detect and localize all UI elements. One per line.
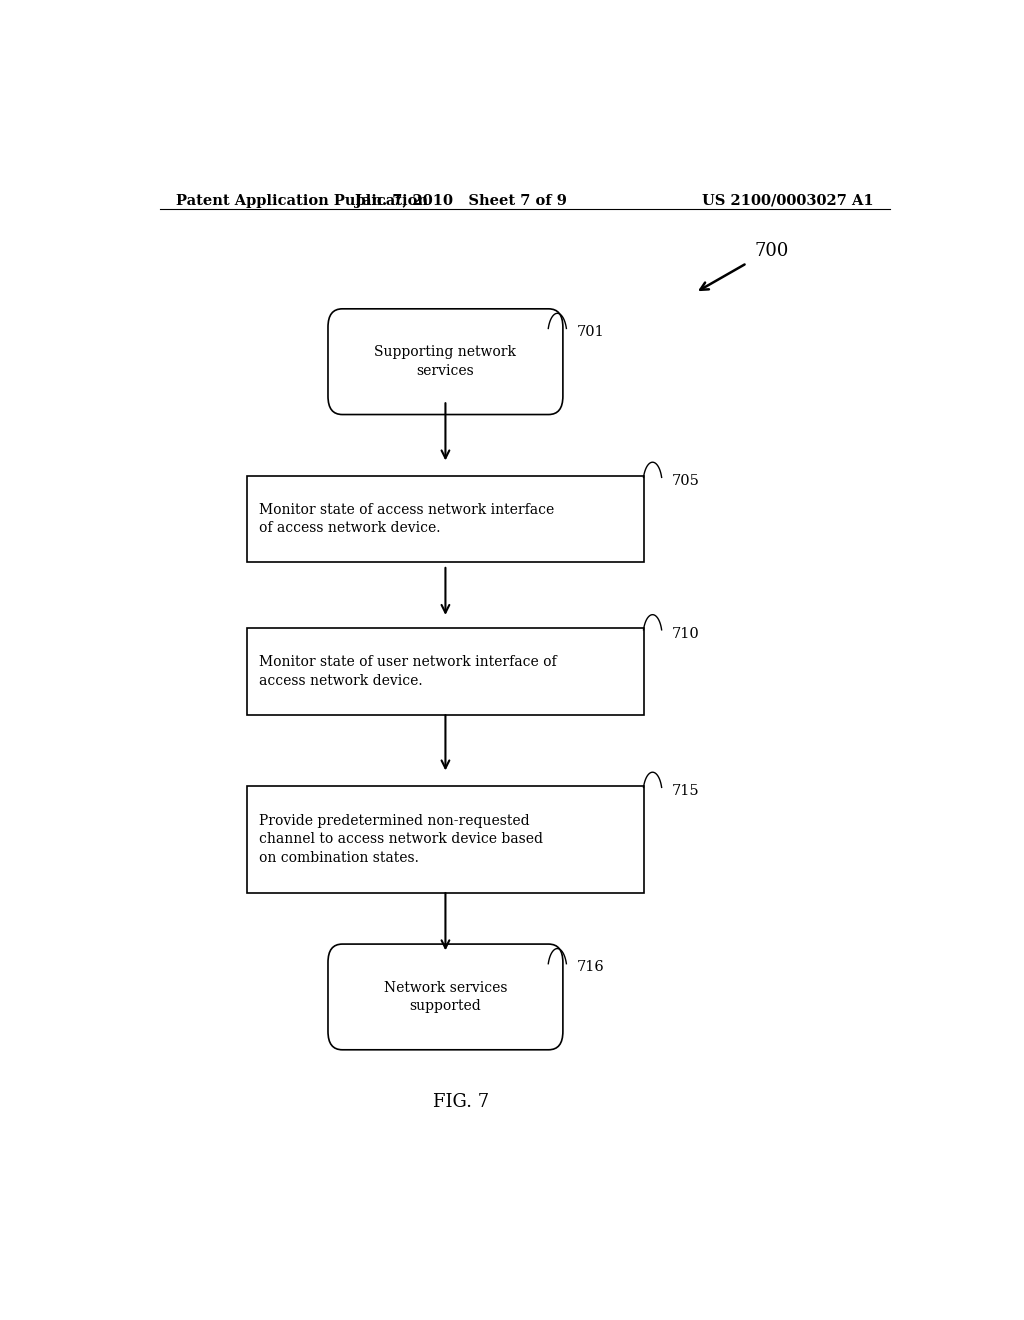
Text: Patent Application Publication: Patent Application Publication — [176, 194, 428, 209]
Text: Network services
supported: Network services supported — [384, 981, 507, 1014]
Text: 710: 710 — [672, 627, 699, 640]
Text: 705: 705 — [672, 474, 699, 488]
Text: 716: 716 — [577, 961, 604, 974]
FancyBboxPatch shape — [247, 628, 644, 715]
Text: 715: 715 — [672, 784, 699, 799]
Text: 701: 701 — [577, 325, 604, 339]
Text: Supporting network
services: Supporting network services — [375, 346, 516, 378]
FancyBboxPatch shape — [247, 477, 644, 562]
Text: Monitor state of access network interface
of access network device.: Monitor state of access network interfac… — [259, 503, 554, 536]
Text: US 2100/0003027 A1: US 2100/0003027 A1 — [702, 194, 873, 209]
Text: Jan. 7, 2010   Sheet 7 of 9: Jan. 7, 2010 Sheet 7 of 9 — [355, 194, 567, 209]
Text: Monitor state of user network interface of
access network device.: Monitor state of user network interface … — [259, 656, 557, 688]
Text: FIG. 7: FIG. 7 — [433, 1093, 489, 1110]
Text: Provide predetermined non-requested
channel to access network device based
on co: Provide predetermined non-requested chan… — [259, 814, 543, 865]
FancyBboxPatch shape — [247, 785, 644, 892]
FancyBboxPatch shape — [328, 944, 563, 1049]
FancyBboxPatch shape — [328, 309, 563, 414]
Text: 700: 700 — [755, 242, 790, 260]
